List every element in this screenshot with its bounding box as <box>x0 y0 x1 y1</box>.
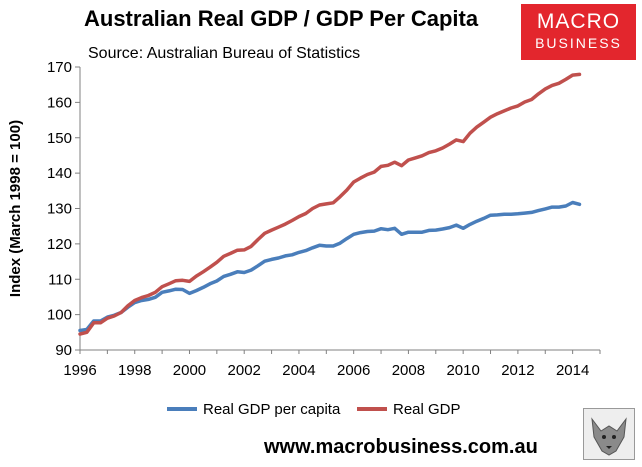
series-line-real-gdp <box>78 72 582 336</box>
logo-line-1: MACRO <box>536 10 621 33</box>
y-tick-label: 160 <box>47 94 72 111</box>
x-tick-labels: 1996 1998 2000 2002 2004 2006 2008 2010 2012 2014 <box>63 362 589 379</box>
x-tick-label: 2006 <box>337 362 370 379</box>
y-tick-label: 150 <box>47 130 72 147</box>
x-tick-label: 2010 <box>446 362 479 379</box>
x-tick-label: 2014 <box>556 362 589 379</box>
x-tick-label: 2000 <box>173 362 206 379</box>
x-tick-label: 1998 <box>118 362 151 379</box>
chart-series <box>78 72 582 336</box>
y-tick-label: 110 <box>48 271 72 288</box>
y-tick-labels: 90 100 110 120 130 140 150 160 170 <box>47 59 72 359</box>
x-tick-label: 2004 <box>282 362 315 379</box>
y-tick-label: 100 <box>47 307 72 324</box>
x-tick-label: 2008 <box>392 362 425 379</box>
logo-line-2: BUSINESS <box>535 35 622 51</box>
wolf-logo-icon <box>583 408 635 460</box>
chart-axes <box>75 66 601 354</box>
legend-label: Real GDP <box>393 401 461 418</box>
wolf-icon <box>591 417 627 456</box>
x-tick-label: 1996 <box>63 362 96 379</box>
y-tick-label: 140 <box>47 165 72 182</box>
y-tick-label: 90 <box>55 342 72 359</box>
y-axis-label: Index (March 1998 = 100) <box>7 120 24 297</box>
series-line-real-gdp-per-capita <box>78 200 582 333</box>
macrobusiness-logo: MACRO BUSINESS <box>521 4 636 60</box>
x-tick-label: 2002 <box>228 362 261 379</box>
legend-label: Real GDP per capita <box>203 401 341 418</box>
chart-source: Source: Australian Bureau of Statistics <box>88 45 361 62</box>
y-tick-label: 130 <box>47 201 72 218</box>
x-tick-label: 2012 <box>501 362 534 379</box>
y-tick-label: 120 <box>47 236 72 253</box>
y-tick-label: 170 <box>47 59 72 76</box>
chart-title: Australian Real GDP / GDP Per Capita <box>84 6 479 31</box>
chart-legend: Real GDP per capita Real GDP <box>167 401 461 418</box>
footer-url: www.macrobusiness.com.au <box>264 436 538 458</box>
